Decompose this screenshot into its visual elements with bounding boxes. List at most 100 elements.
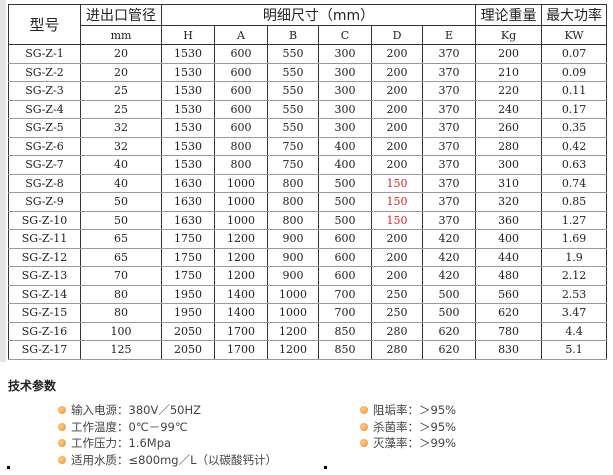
value-cell: 125 (80, 340, 162, 360)
value-cell: 400 (318, 136, 372, 156)
header-weight: 理论重量 (475, 4, 543, 26)
value-cell: 1750 (161, 247, 215, 267)
value-cell: 65 (80, 229, 162, 249)
value-cell: 0.85 (541, 192, 608, 212)
param-text: 适用水质：≤800mg／L（以碳酸钙计） (71, 452, 277, 467)
value-cell: 5.1 (541, 340, 608, 360)
param-item: 工作温度：0℃－99℃ (58, 419, 188, 435)
model-cell: SG-Z-15 (8, 303, 81, 323)
value-cell: 200 (371, 229, 423, 249)
value-cell: 2.53 (541, 284, 608, 304)
left-shadow-strip (0, 0, 6, 362)
value-cell: 550 (267, 62, 319, 82)
value-cell: 600 (214, 99, 268, 119)
value-cell: 50 (80, 210, 162, 230)
value-cell: 620 (421, 321, 477, 341)
value-cell: 1200 (214, 229, 268, 249)
value-cell: 370 (421, 44, 477, 64)
value-cell: 1000 (267, 303, 319, 323)
param-item: 工作压力：1.6Mpa (58, 435, 171, 451)
bullet-icon (58, 422, 66, 431)
unit-header: E (421, 25, 477, 45)
param-item: 灭藻率：＞99% (360, 435, 456, 451)
model-cell: SG-Z-13 (8, 266, 81, 286)
param-item: 输入电源：380V／50HZ (58, 402, 201, 418)
value-cell: 1700 (214, 340, 268, 360)
unit-header: C (318, 25, 372, 45)
value-cell: 900 (267, 247, 319, 267)
value-cell: 370 (421, 210, 477, 230)
param-text: 灭藻率：＞99% (373, 436, 457, 450)
value-cell: 420 (421, 266, 477, 286)
value-cell: 370 (421, 173, 477, 193)
value-cell: 0.35 (541, 118, 608, 138)
value-cell: 1950 (161, 284, 215, 304)
value-cell: 280 (371, 321, 423, 341)
value-cell: 700 (318, 284, 372, 304)
value-cell: 1750 (161, 229, 215, 249)
param-item: 阻垢率：＞95% (360, 402, 456, 418)
bullet-icon (58, 439, 66, 447)
value-cell: 3.47 (541, 303, 608, 323)
value-cell: 1200 (267, 321, 319, 341)
value-cell: 1950 (161, 303, 215, 323)
table-row: SG-Z-9 50 1630 1000 800 500 150 370 320 0.85 (8, 192, 608, 212)
table-row: SG-Z-17 125 2050 1700 1200 850 280 620 830 5.1 (8, 340, 608, 360)
value-cell: 0.42 (541, 136, 608, 156)
value-cell: 1400 (214, 284, 268, 304)
table-row: SG-Z-15 80 1950 1400 1000 700 250 500 620 3.47 (8, 303, 608, 323)
model-cell: SG-Z-12 (8, 247, 81, 267)
table-row: SG-Z-8 40 1630 1000 800 500 150 370 310 0.74 (8, 173, 608, 193)
table-row: SG-Z-3 25 1530 600 550 300 200 370 220 0.11 (8, 81, 608, 101)
model-cell: SG-Z-5 (8, 118, 81, 138)
value-cell: 1000 (267, 284, 319, 304)
section-title: 技术参数 (8, 379, 57, 393)
value-cell: 370 (421, 136, 477, 156)
value-cell: 200 (371, 118, 423, 138)
value-cell: 200 (371, 62, 423, 82)
value-cell: 2050 (161, 340, 215, 360)
table-row: SG-Z-6 32 1530 800 750 400 200 370 280 0.42 (8, 136, 608, 156)
value-cell: 0.07 (541, 44, 608, 64)
value-cell: 200 (371, 44, 423, 64)
bullet-icon (360, 406, 368, 414)
value-cell: 1630 (161, 210, 215, 230)
header-pipe: 进出口管径 (80, 4, 162, 26)
param-text: 工作温度：0℃－99℃ (71, 419, 188, 434)
value-cell: 280 (475, 136, 543, 156)
value-cell: 1000 (214, 192, 268, 212)
table-row: SG-Z-13 70 1750 1200 900 600 200 420 480 2.12 (8, 266, 608, 286)
param-item: 适用水质：≤800mg／L（以碳酸钙计） (58, 452, 277, 468)
value-cell: 1750 (161, 266, 215, 286)
model-cell: SG-Z-14 (8, 284, 81, 304)
value-cell: 1400 (214, 303, 268, 323)
model-cell: SG-Z-9 (8, 192, 81, 212)
value-cell: 500 (318, 210, 372, 230)
value-cell: 900 (267, 266, 319, 286)
value-cell: 780 (475, 321, 543, 341)
marker-dot (7, 466, 10, 469)
value-cell: 420 (421, 229, 477, 249)
value-cell: 4.4 (541, 321, 608, 341)
value-cell: 310 (475, 173, 543, 193)
param-item: 杀菌率：＞95% (360, 419, 456, 435)
value-cell: 400 (475, 229, 543, 249)
value-cell: 320 (475, 192, 543, 212)
value-cell: 32 (80, 136, 162, 156)
table-row: SG-Z-10 50 1630 1000 800 500 150 370 360 1.27 (8, 210, 608, 230)
unit-header: mm (80, 25, 162, 45)
value-cell: 1530 (161, 99, 215, 119)
value-cell: 370 (421, 192, 477, 212)
value-cell: 500 (421, 303, 477, 323)
unit-header: Kg (475, 25, 543, 45)
value-cell: 800 (267, 192, 319, 212)
model-cell: SG-Z-3 (8, 81, 81, 101)
unit-header: B (267, 25, 319, 45)
value-cell: 750 (267, 136, 319, 156)
value-cell: 2050 (161, 321, 215, 341)
value-cell: 200 (371, 266, 423, 286)
value-cell: 200 (371, 136, 423, 156)
value-cell: 850 (318, 321, 372, 341)
model-cell: SG-Z-10 (8, 210, 81, 230)
header-dims: 明细尺寸（mm） (160, 4, 477, 26)
